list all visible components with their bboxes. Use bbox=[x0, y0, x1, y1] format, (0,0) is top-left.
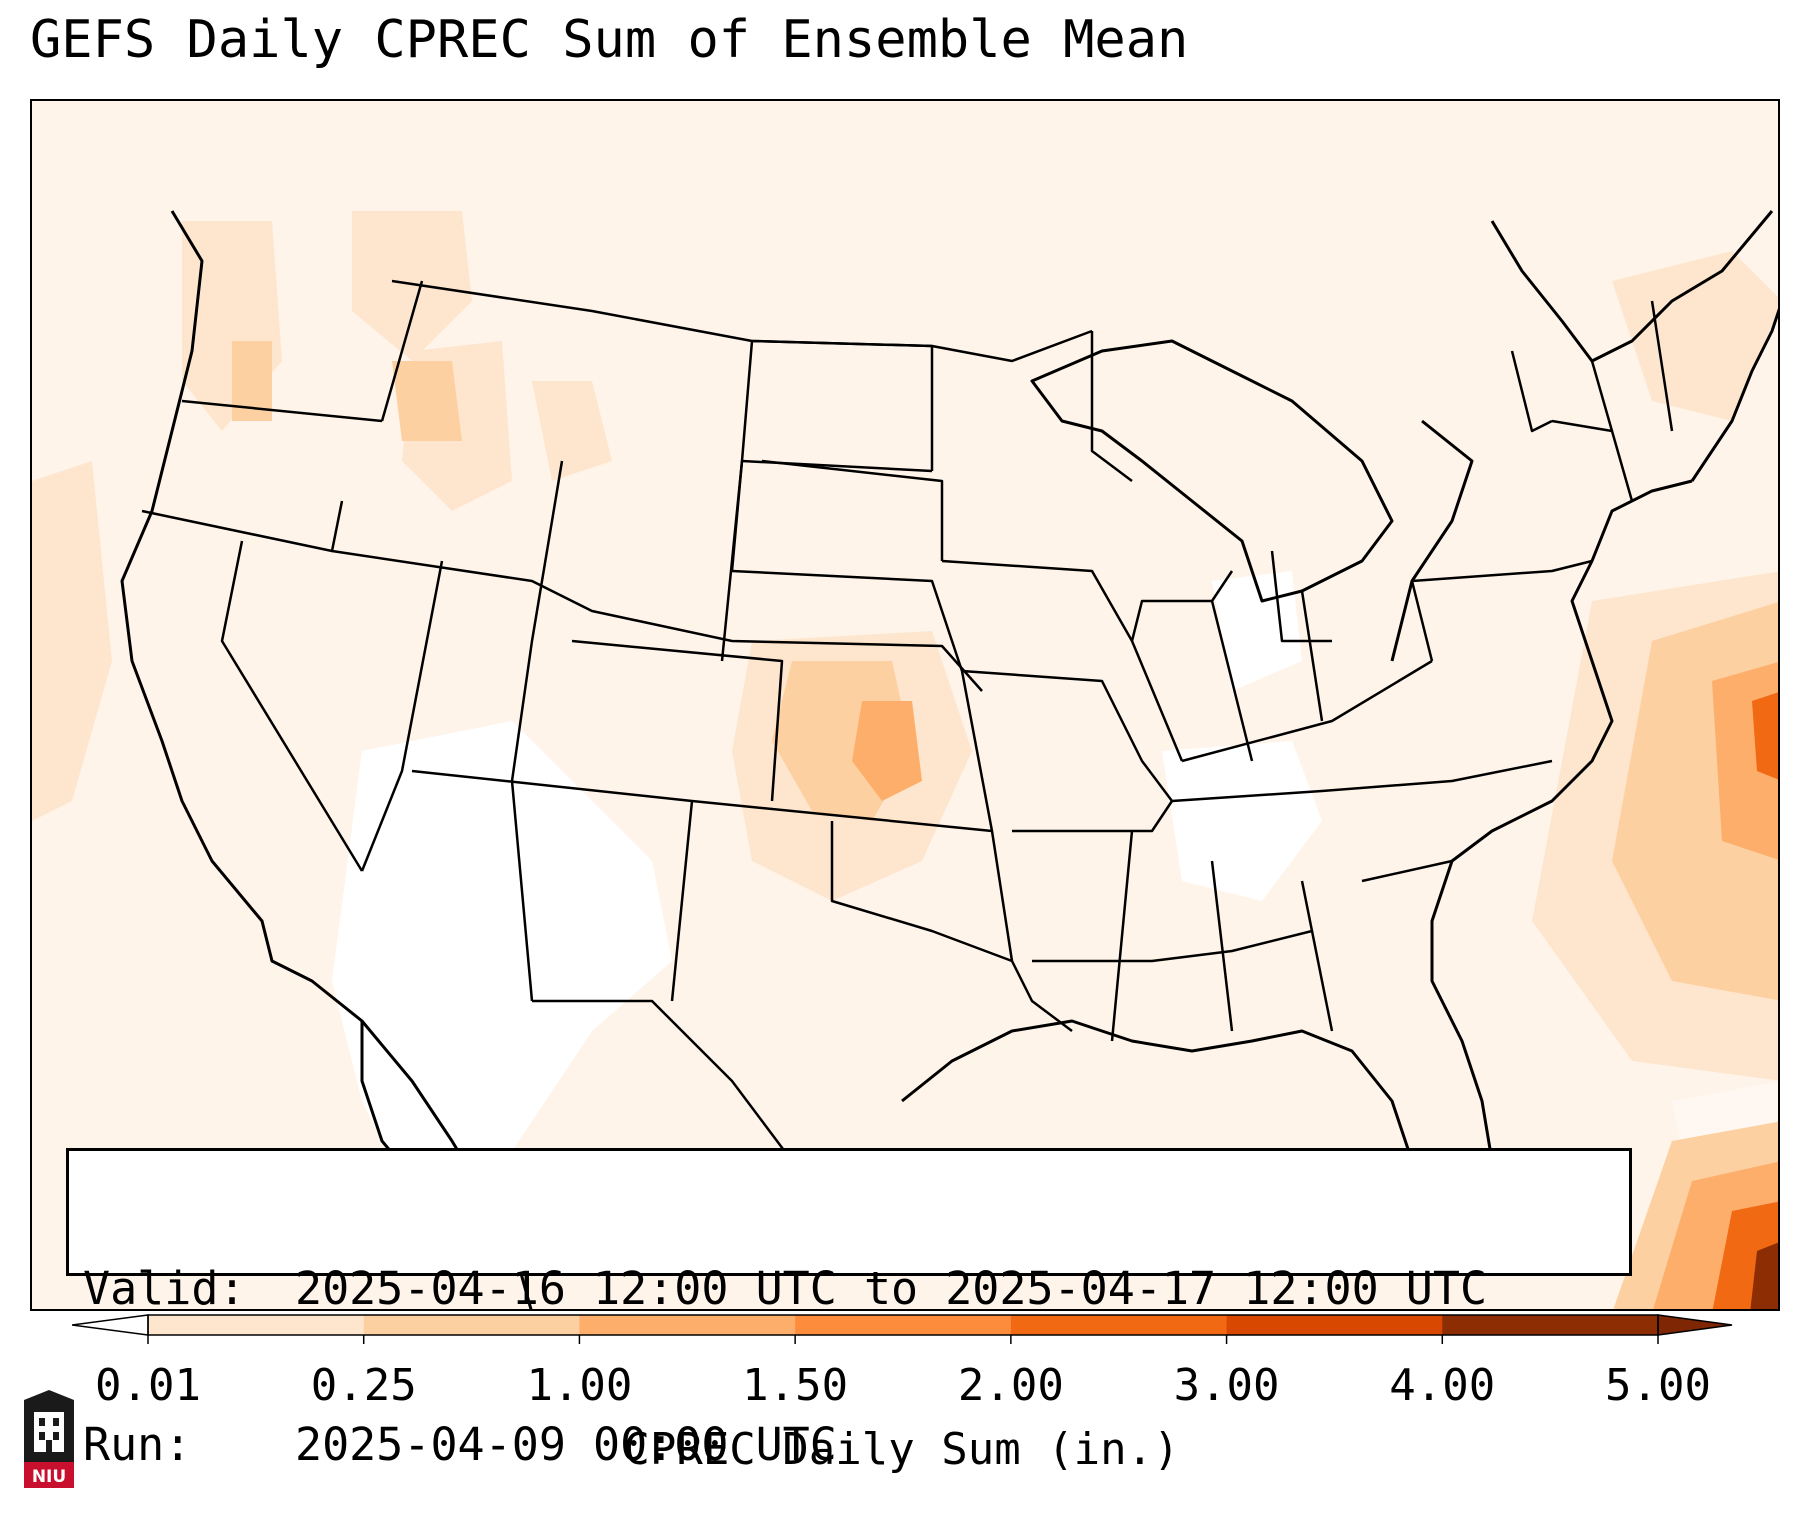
colorbar bbox=[72, 1314, 1733, 1344]
page-title: GEFS Daily CPREC Sum of Ensemble Mean bbox=[30, 10, 1189, 70]
colorbar-tick-label: 4.00 bbox=[1389, 1360, 1496, 1411]
colorbar-segment-0 bbox=[148, 1315, 365, 1335]
colorbar-tick-label: 2.00 bbox=[957, 1360, 1064, 1411]
colorbar-outline bbox=[147, 1314, 1659, 1336]
niu-logo: NIU bbox=[24, 1390, 74, 1488]
colorbar-tick-label: 3.00 bbox=[1173, 1360, 1280, 1411]
colorbar-under-extension bbox=[72, 1314, 149, 1336]
colorbar-tick-label: 1.50 bbox=[742, 1360, 849, 1411]
colorbar-tick-label: 1.00 bbox=[526, 1360, 633, 1411]
colorbar-segment-6 bbox=[1442, 1315, 1659, 1335]
colorbar-segments bbox=[148, 1315, 1659, 1335]
precip-field-dry bbox=[332, 571, 1778, 1201]
run-line: Run: 2025-04-09 00:00 UTC bbox=[83, 1419, 1629, 1471]
run-value: 2025-04-09 00:00 UTC bbox=[295, 1418, 837, 1471]
colorbar-segment-4 bbox=[1010, 1315, 1228, 1335]
valid-line: Valid: 2025-04-16 12:00 UTC to 2025-04-17… bbox=[83, 1263, 1629, 1315]
colorbar-segment-3 bbox=[795, 1315, 1012, 1335]
colorbar-ticks bbox=[147, 1335, 1659, 1344]
map-panel[interactable] bbox=[30, 99, 1780, 1311]
valid-label: Valid: bbox=[83, 1262, 246, 1315]
colorbar-over-extension bbox=[1657, 1314, 1733, 1336]
valid-time-box: Valid: 2025-04-16 12:00 UTC to 2025-04-17… bbox=[66, 1148, 1632, 1471]
run-label: Run: bbox=[83, 1418, 192, 1471]
state-boundaries bbox=[141, 279, 1674, 1202]
colorbar-segment-1 bbox=[363, 1315, 580, 1335]
colorbar-segment-2 bbox=[579, 1315, 796, 1335]
colorbar-label: CPREC Daily Sum (in.) bbox=[623, 1424, 1180, 1475]
colorbar-tick-label: 5.00 bbox=[1605, 1360, 1711, 1411]
precip-field-max bbox=[1750, 1242, 1778, 1309]
logo-text: NIU bbox=[32, 1467, 66, 1487]
colorbar-segment-5 bbox=[1226, 1315, 1443, 1335]
coastlines bbox=[120, 210, 1778, 1309]
colorbar-tick-label: 0.25 bbox=[310, 1360, 417, 1411]
valid-value: 2025-04-16 12:00 UTC to 2025-04-17 12:00… bbox=[295, 1262, 1488, 1315]
colorbar-tick-label: 0.01 bbox=[95, 1360, 201, 1411]
precip-map bbox=[32, 101, 1778, 1309]
